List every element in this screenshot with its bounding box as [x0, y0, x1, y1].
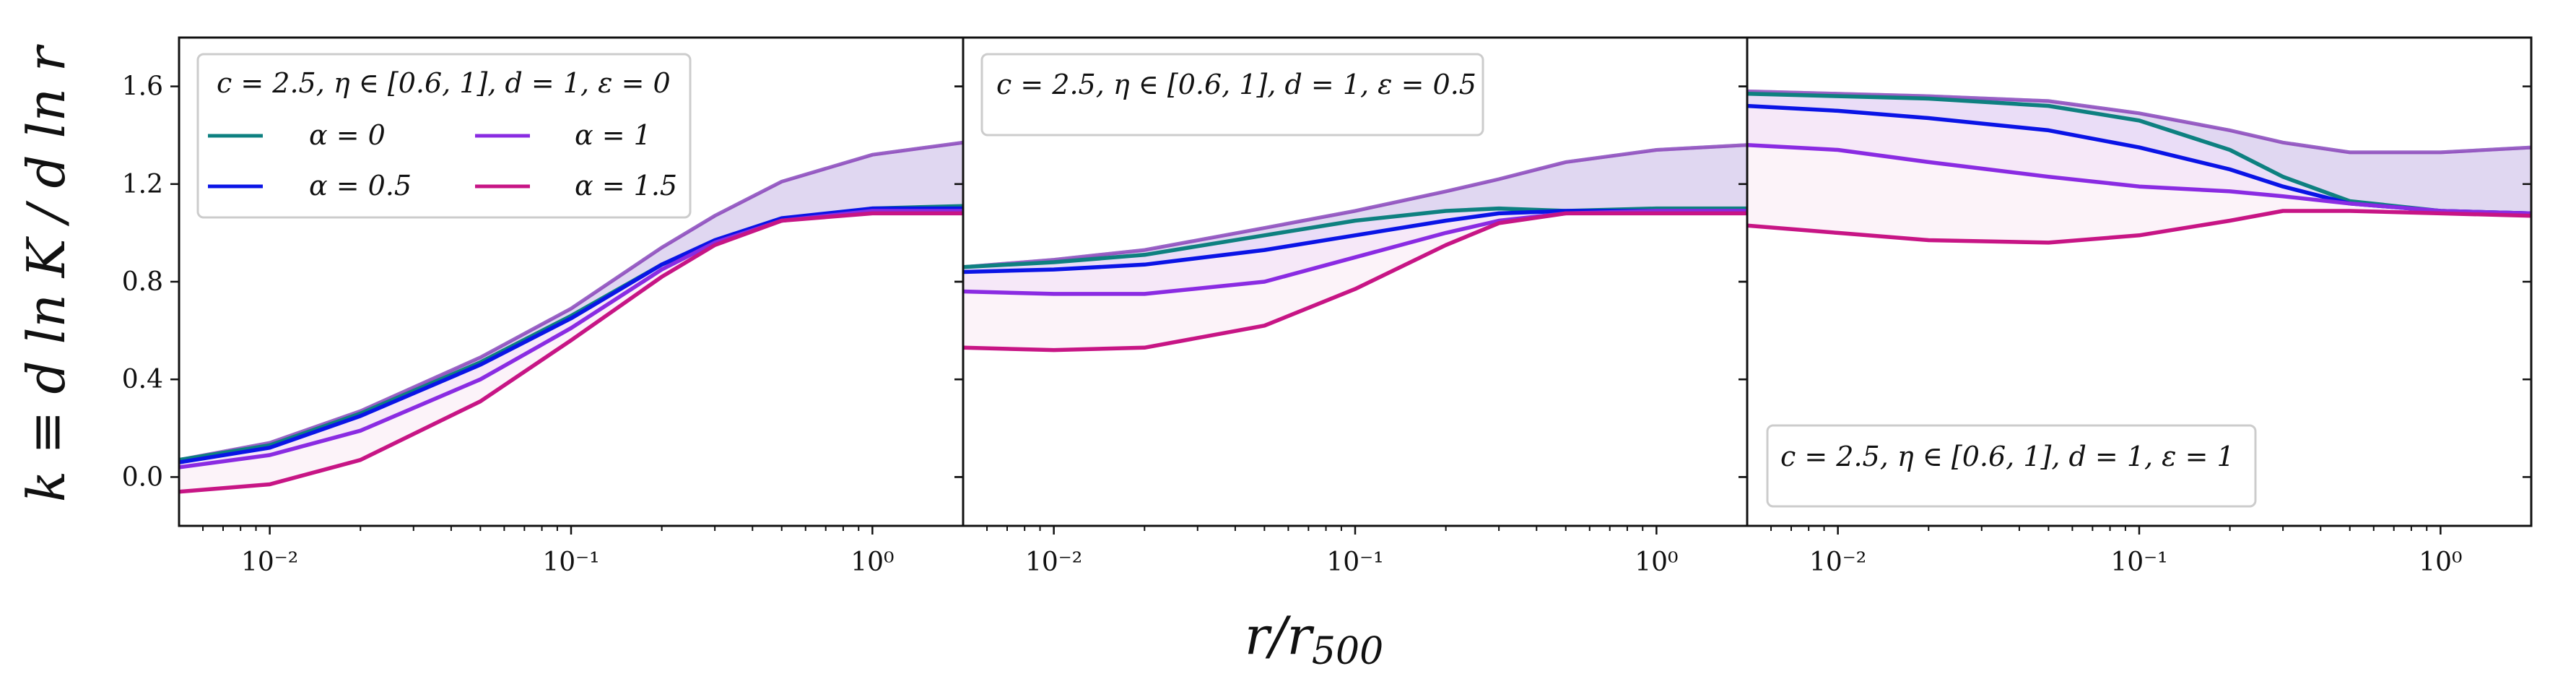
series-line-4: [963, 211, 1747, 353]
x-tick-label-1: 10⁻²: [1809, 548, 1866, 577]
x-tick-label-2: 10⁻¹: [2110, 548, 2167, 577]
x-axis-title: r/r500: [1245, 605, 1383, 673]
y-tick-label-4: 1.2: [122, 170, 163, 199]
y-axis-title: k ≡ d ln K / d ln r: [16, 44, 77, 502]
spread-edge-1: [963, 143, 1747, 269]
series-line-2: [179, 206, 963, 464]
panel-plot-area: [179, 140, 963, 494]
x-axis-title-sub: 500: [1312, 630, 1383, 673]
x-tick-label-1: 10⁻²: [241, 548, 298, 577]
x-axis-title-main: r/r: [1245, 605, 1315, 666]
x-tick-label-2: 10⁻¹: [542, 548, 599, 577]
spread-band-2: [963, 144, 1747, 272]
panel2-annotation-frame: [980, 53, 1484, 137]
spread-edge-3: [179, 140, 963, 462]
series-line-4: [1747, 209, 2531, 245]
legend-label-alpha-1-5: α = 1.5: [575, 170, 677, 202]
x-tick-label-3: 10⁰: [850, 548, 894, 577]
y-axis-title-group: k ≡ d ln K / d ln r: [16, 44, 77, 502]
panel-1: 10⁻² 10⁻¹ 10⁰ 0.0 0.4 0.8 1.2 1.6: [122, 36, 965, 577]
spread-edge-1: [179, 140, 963, 462]
y-tick-label-2: 0.4: [122, 365, 163, 394]
x-tick-label-3: 10⁰: [2419, 548, 2462, 577]
spread-edge-4: [963, 143, 1747, 269]
spread-edge-3: [1747, 89, 2531, 155]
legend-title: c = 2.5, η ∈ [0.6, 1], d = 1, ε = 0: [217, 67, 671, 99]
panel3-annotation-frame: [1766, 424, 2257, 508]
panel-3: 10⁻² 10⁻¹ 10⁰: [1739, 36, 2533, 577]
spread-band-1: [963, 144, 1747, 267]
spread-edge-2: [1747, 89, 2531, 155]
spread-band-1: [1747, 91, 2531, 214]
panel-plot-area: [1747, 89, 2531, 245]
panel3-annotation: c = 2.5, η ∈ [0.6, 1], d = 1, ε = 1: [1766, 424, 2257, 508]
y-tick-label-5: 1.6: [122, 72, 163, 102]
series-line-4: [179, 211, 963, 494]
x-tick-label-2: 10⁻¹: [1326, 548, 1383, 577]
legend-label-alpha-1: α = 1: [575, 119, 651, 151]
legend-label-alpha-0-5: α = 0.5: [309, 170, 412, 202]
y-tick-label-3: 0.8: [122, 267, 163, 297]
spread-band-3: [1747, 91, 2531, 214]
x-tick-label-3: 10⁰: [1635, 548, 1678, 577]
panel-plot-area: [963, 143, 1747, 353]
spread-edge-3: [963, 143, 1747, 269]
spread-band-4: [1747, 91, 2531, 243]
panel3-annotation-text: c = 2.5, η ∈ [0.6, 1], d = 1, ε = 1: [1780, 441, 2235, 472]
spread-band-4: [963, 144, 1747, 350]
spread-edge-4: [179, 140, 963, 462]
panel-2: 10⁻² 10⁻¹ 10⁰: [954, 36, 1749, 577]
panel2-annotation: c = 2.5, η ∈ [0.6, 1], d = 1, ε = 0.5: [980, 53, 1484, 137]
spread-edge-4: [1747, 89, 2531, 155]
legend-label-alpha-0: α = 0: [309, 119, 386, 151]
spread-edge-2: [963, 143, 1747, 269]
spread-band-2: [1747, 91, 2531, 214]
spread-edge-2: [179, 140, 963, 462]
legend: c = 2.5, η ∈ [0.6, 1], d = 1, ε = 0 α = …: [196, 53, 692, 219]
panel2-annotation-text: c = 2.5, η ∈ [0.6, 1], d = 1, ε = 0.5: [996, 69, 1476, 100]
legend-frame: [196, 53, 692, 219]
y-tick-label-1: 0.0: [122, 462, 163, 492]
series-line-3: [1747, 142, 2531, 216]
x-tick-label-1: 10⁻²: [1025, 548, 1082, 577]
spread-edge-1: [1747, 89, 2531, 155]
